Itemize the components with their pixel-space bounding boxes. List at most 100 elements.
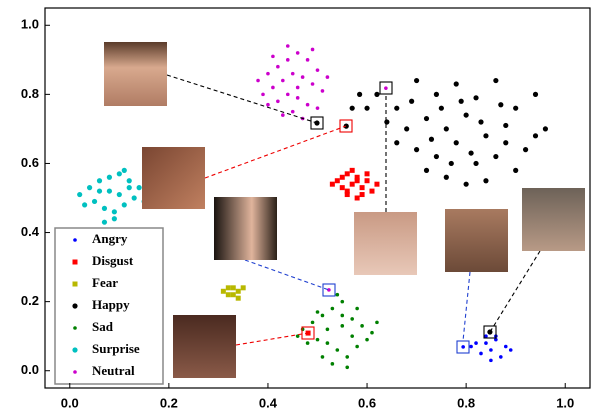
point bbox=[374, 182, 379, 187]
point bbox=[92, 199, 97, 204]
point bbox=[434, 92, 439, 97]
point bbox=[77, 192, 82, 197]
point bbox=[543, 126, 548, 131]
point bbox=[281, 113, 285, 117]
point bbox=[314, 120, 319, 125]
point bbox=[117, 192, 122, 197]
legend-label: Angry bbox=[92, 231, 128, 246]
point bbox=[336, 348, 340, 352]
point bbox=[122, 168, 127, 173]
y-tick-label: 0.2 bbox=[21, 293, 39, 308]
legend-label: Fear bbox=[92, 275, 118, 290]
point bbox=[122, 202, 127, 207]
point bbox=[112, 216, 117, 221]
point bbox=[473, 95, 478, 100]
point bbox=[107, 175, 112, 180]
point bbox=[384, 86, 388, 90]
point bbox=[117, 171, 122, 176]
point bbox=[484, 334, 488, 338]
point bbox=[474, 341, 478, 345]
chart: AngryDisgustFearHappySadSurpriseNeutral … bbox=[0, 0, 597, 416]
point bbox=[321, 355, 325, 359]
point bbox=[424, 116, 429, 121]
y-tick-label: 0.4 bbox=[21, 224, 40, 239]
point bbox=[533, 92, 538, 97]
point bbox=[291, 110, 295, 114]
point bbox=[231, 285, 236, 290]
point bbox=[286, 44, 290, 48]
point bbox=[291, 72, 295, 76]
legend-label: Happy bbox=[92, 297, 130, 312]
point bbox=[434, 154, 439, 159]
point bbox=[296, 86, 300, 90]
point bbox=[439, 106, 444, 111]
point bbox=[221, 289, 226, 294]
point bbox=[350, 334, 354, 338]
point bbox=[360, 192, 365, 197]
point bbox=[409, 99, 414, 104]
x-tick-label: 0.2 bbox=[160, 395, 178, 410]
point bbox=[306, 103, 310, 107]
point bbox=[513, 106, 518, 111]
point bbox=[132, 195, 137, 200]
point bbox=[102, 206, 107, 211]
point bbox=[493, 78, 498, 83]
point bbox=[360, 324, 364, 328]
point bbox=[384, 119, 389, 124]
face-image bbox=[445, 209, 508, 272]
point bbox=[296, 51, 300, 55]
point bbox=[364, 106, 369, 111]
legend-swatch bbox=[73, 326, 77, 330]
point bbox=[489, 359, 493, 363]
point bbox=[479, 352, 483, 356]
legend-label: Sad bbox=[92, 319, 114, 334]
legend-label: Surprise bbox=[92, 341, 140, 356]
point bbox=[375, 321, 379, 325]
face-image bbox=[142, 147, 205, 209]
point bbox=[331, 362, 335, 366]
point bbox=[306, 341, 310, 345]
point bbox=[236, 296, 241, 301]
point bbox=[454, 140, 459, 145]
point bbox=[484, 341, 488, 345]
point bbox=[350, 106, 355, 111]
point bbox=[97, 178, 102, 183]
y-tick-label: 0.0 bbox=[21, 362, 39, 377]
point bbox=[226, 285, 231, 290]
point bbox=[316, 68, 320, 72]
point bbox=[316, 310, 320, 314]
point bbox=[449, 161, 454, 166]
connector bbox=[167, 75, 317, 123]
point bbox=[414, 147, 419, 152]
point bbox=[360, 185, 365, 190]
y-tick-label: 0.6 bbox=[21, 155, 39, 170]
point bbox=[374, 92, 379, 97]
point bbox=[286, 93, 290, 97]
point bbox=[355, 345, 359, 349]
point bbox=[256, 79, 260, 83]
point bbox=[444, 126, 449, 131]
point bbox=[424, 168, 429, 173]
point bbox=[321, 314, 325, 318]
point bbox=[414, 78, 419, 83]
point bbox=[513, 168, 518, 173]
point bbox=[281, 79, 285, 83]
point bbox=[454, 81, 459, 86]
point bbox=[340, 300, 344, 304]
point bbox=[276, 65, 280, 69]
point bbox=[345, 365, 349, 369]
point bbox=[271, 55, 275, 59]
point bbox=[345, 171, 350, 176]
point bbox=[321, 89, 325, 93]
point bbox=[241, 285, 246, 290]
face-image bbox=[104, 42, 167, 106]
face-images bbox=[104, 42, 585, 378]
point bbox=[137, 185, 142, 190]
point bbox=[350, 168, 355, 173]
point bbox=[326, 327, 330, 331]
point bbox=[483, 178, 488, 183]
point bbox=[404, 126, 409, 131]
point bbox=[468, 150, 473, 155]
point bbox=[340, 175, 345, 180]
point bbox=[459, 99, 464, 104]
